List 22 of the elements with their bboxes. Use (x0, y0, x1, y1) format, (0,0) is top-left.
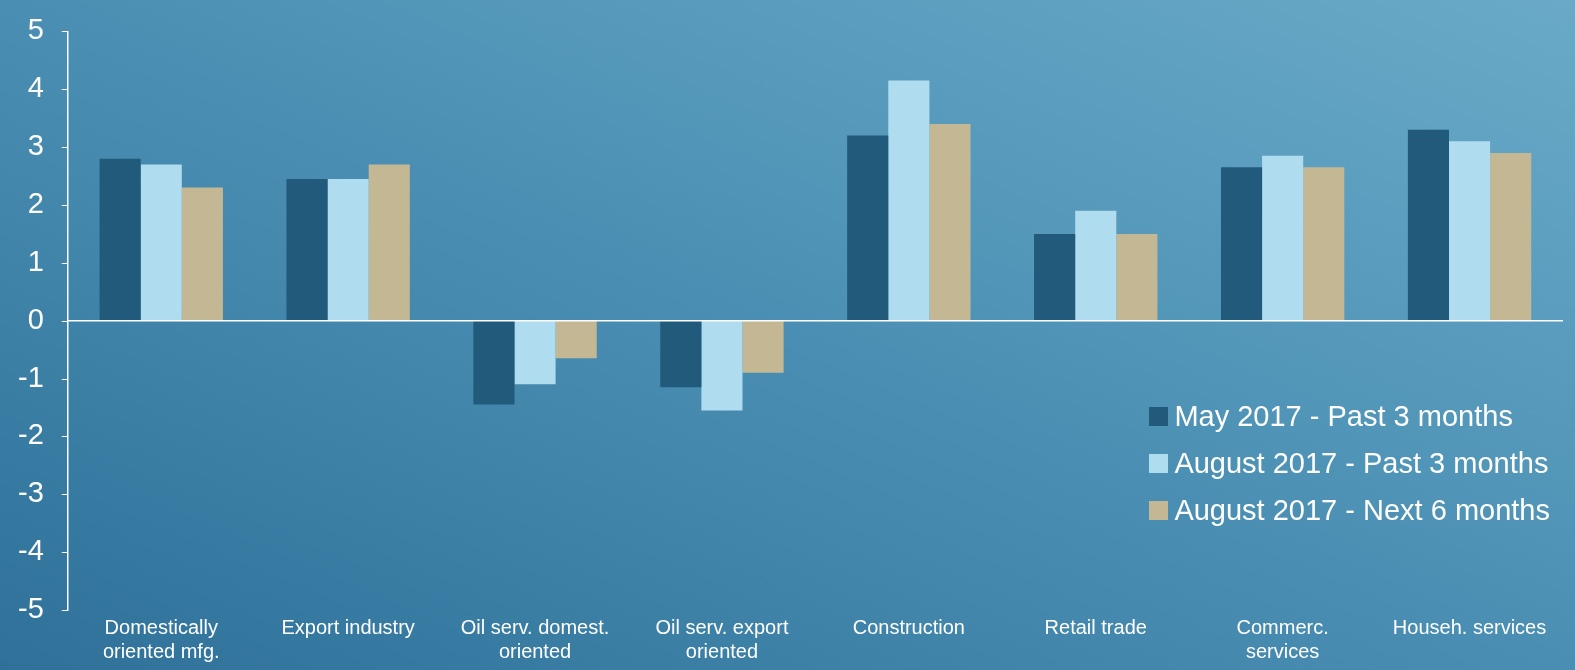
x-tick-label: Construction (852, 615, 965, 638)
x-tick-label: Househ. services (1392, 615, 1547, 638)
legend-label: May 2017 - Past 3 months (1174, 400, 1513, 433)
y-tick-label: 4 (27, 71, 44, 104)
legend-label: August 2017 - Past 3 months (1174, 447, 1549, 480)
y-tick-label: 5 (27, 13, 44, 46)
x-tick-label: Oil serv. domest. oriented (460, 615, 610, 662)
x-tick-label: Export industry (281, 615, 415, 638)
y-tick-label: -2 (17, 418, 44, 451)
y-tick-label: 2 (27, 186, 44, 219)
y-tick-label: 1 (27, 244, 44, 277)
y-tick-label: 0 (27, 302, 44, 335)
x-tick-label: Oil serv. export oriented (655, 615, 789, 662)
x-tick-label: Commerc. services (1236, 615, 1329, 662)
x-tick-label: Retail trade (1044, 615, 1147, 638)
y-tick-label: -5 (17, 592, 44, 624)
y-tick-label: -4 (17, 534, 44, 567)
legend-label: August 2017 - Next 6 months (1174, 494, 1550, 527)
y-tick-label: -1 (17, 360, 44, 393)
y-tick-label: -3 (17, 476, 44, 509)
x-tick-label: Domestically oriented mfg. (102, 615, 220, 662)
y-tick-label: 3 (27, 129, 44, 162)
